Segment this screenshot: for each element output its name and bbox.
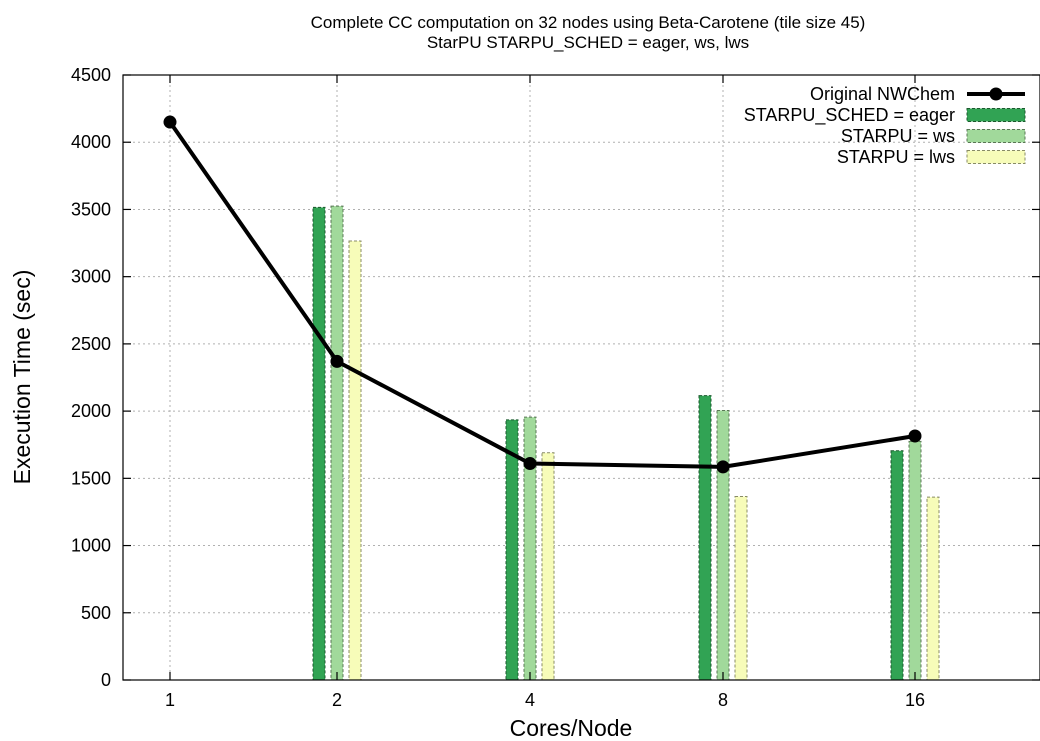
y-tick-label: 0 (101, 670, 111, 690)
legend-label: STARPU = lws (837, 147, 955, 167)
y-tick-label: 3000 (71, 267, 111, 287)
plot-frame (122, 74, 1040, 681)
point-original-nwchem-1 (163, 115, 177, 129)
bar-starpu-lws-4 (541, 452, 555, 681)
y-tick-label: 4500 (71, 65, 111, 85)
y-tick-label: 3500 (71, 199, 111, 219)
x-tick-label: 1 (165, 690, 175, 710)
x-tick-label: 2 (332, 690, 342, 710)
y-tick-label: 4000 (71, 132, 111, 152)
point-original-nwchem-2 (330, 354, 344, 368)
chart-subtitle: StarPU STARPU_SCHED = eager, ws, lws (427, 33, 749, 52)
legend-key-point (989, 87, 1003, 101)
bars (312, 205, 940, 681)
chart-title: Complete CC computation on 32 nodes usin… (311, 13, 866, 32)
x-tick-label: 16 (905, 690, 925, 710)
bar-starpu-sched-eager-4 (505, 419, 519, 681)
legend-label: Original NWChem (810, 84, 955, 104)
bar-starpu-ws-8 (716, 409, 730, 681)
bar-starpu-ws-16 (908, 440, 922, 681)
y-tick-label: 1500 (71, 468, 111, 488)
bar-starpu-lws-16 (926, 496, 940, 681)
y-tick-label: 2500 (71, 334, 111, 354)
line-series (163, 115, 922, 474)
bar-starpu-lws-8 (734, 495, 748, 681)
bar-starpu-sched-eager-16 (890, 450, 904, 681)
bar-starpu-ws-4 (523, 416, 537, 681)
legend-key-swatch (966, 108, 1026, 122)
line-original-nwchem (168, 120, 916, 469)
bar-starpu-sched-eager-8 (698, 395, 712, 681)
y-tick-label: 2000 (71, 401, 111, 421)
x-tick-label: 8 (718, 690, 728, 710)
legend-key-swatch (966, 150, 1026, 164)
grid (123, 75, 1040, 680)
point-original-nwchem-8 (716, 460, 730, 474)
y-axis-label: Execution Time (sec) (9, 270, 35, 485)
y-tick-label: 1000 (71, 536, 111, 556)
bar-starpu-sched-eager-2 (312, 206, 326, 681)
legend-key-swatch (966, 129, 1026, 143)
bar-starpu-lws-2 (348, 240, 362, 681)
x-axis-label: Cores/Node (510, 715, 633, 741)
legend-label: STARPU = ws (841, 126, 955, 146)
point-original-nwchem-4 (523, 457, 537, 471)
point-original-nwchem-16 (908, 429, 922, 443)
y-tick-label: 500 (81, 603, 111, 623)
x-tick-label: 4 (525, 690, 535, 710)
legend-label: STARPU_SCHED = eager (744, 105, 955, 126)
ticks: 0 500 1000 1500 2000 2500 3000 3500 4000 4500 1 2 4 8… (71, 65, 1040, 710)
bar-starpu-ws-2 (330, 205, 344, 681)
